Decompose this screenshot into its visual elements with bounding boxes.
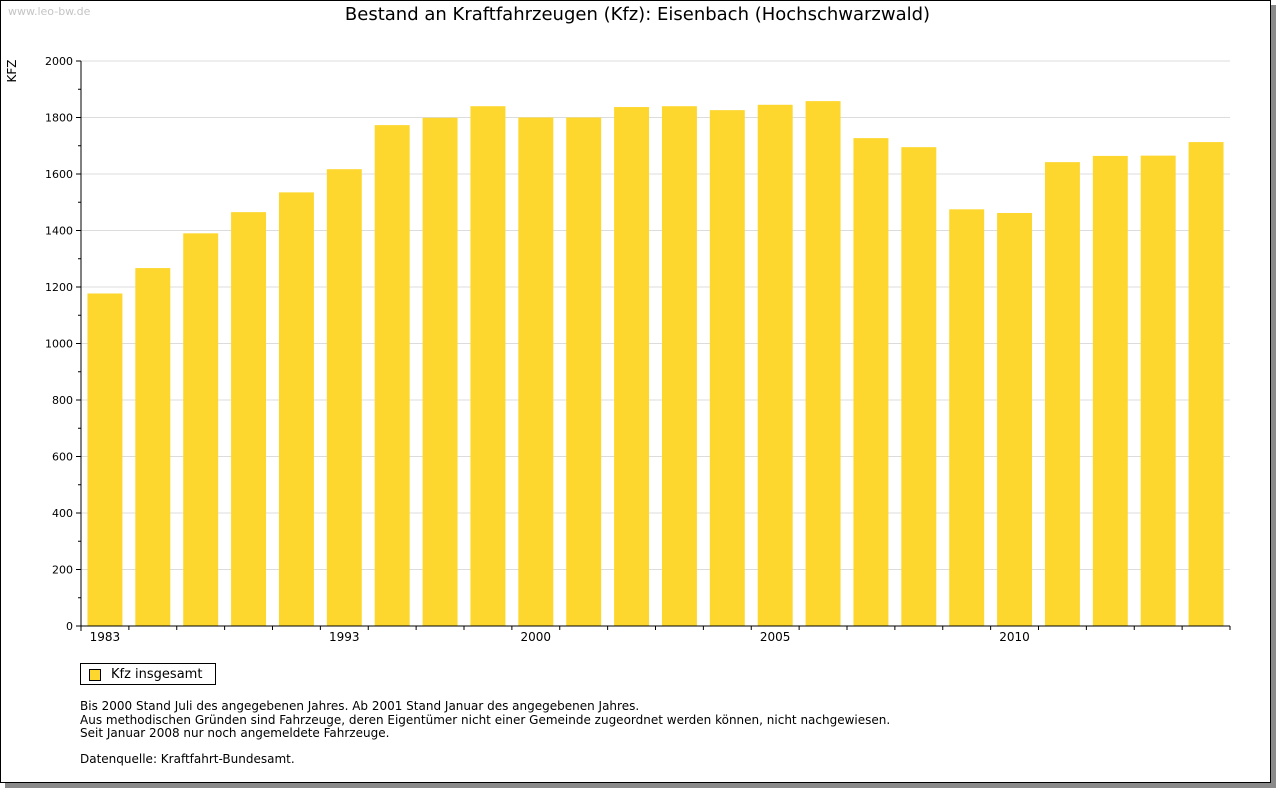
footnote: Aus methodischen Gründen sind Fahrzeuge,… — [80, 712, 891, 727]
x-tick-label: 2000 — [521, 630, 552, 644]
bar — [470, 106, 506, 626]
footnote: Bis 2000 Stand Juli des angegebenen Jahr… — [80, 699, 640, 713]
bar — [661, 106, 697, 626]
bar — [614, 107, 650, 627]
footnote: Seit Januar 2008 nur noch angemeldete Fa… — [80, 726, 390, 740]
legend-label: Kfz insgesamt — [111, 667, 203, 682]
bar — [901, 147, 937, 626]
legend-swatch — [89, 669, 101, 681]
y-tick-label: 600 — [52, 451, 73, 464]
bar — [757, 104, 793, 627]
y-tick-label: 1800 — [45, 112, 73, 125]
bar — [135, 268, 171, 626]
bar-chart: 0 200 400 600 800 1000 1200 1400 1600 1800 2000 KFZ… — [5, 55, 1231, 644]
bar — [709, 110, 745, 626]
chart-title: Bestand an Kraftfahrzeugen (Kfz): Eisenb… — [344, 4, 931, 25]
bar — [1092, 155, 1128, 627]
bar — [853, 138, 889, 626]
y-tick-label: 2000 — [45, 55, 73, 68]
bar — [231, 212, 267, 626]
bar — [997, 212, 1033, 627]
y-tick-label: 1200 — [45, 281, 73, 294]
y-tick-label: 800 — [52, 394, 73, 407]
y-tick-label: 400 — [52, 507, 73, 520]
bar — [518, 117, 554, 626]
y-tick-label: 1400 — [45, 225, 73, 238]
legend: Kfz insgesamt — [80, 663, 216, 685]
bar — [1188, 142, 1224, 626]
y-tick-label: 200 — [52, 564, 73, 577]
y-tick-label: 1600 — [45, 168, 73, 181]
data-source: Datenquelle: Kraftfahrt-Bundesamt. — [80, 752, 295, 766]
bar — [87, 293, 123, 626]
bar — [1140, 155, 1176, 626]
bar — [949, 209, 985, 626]
bar — [183, 233, 219, 626]
bar — [566, 117, 602, 626]
x-tick-label: 1993 — [329, 630, 360, 644]
watermark: www.leo-bw.de — [8, 5, 91, 18]
bar — [326, 169, 362, 626]
bar — [805, 101, 841, 627]
x-tick-label: 2005 — [760, 630, 791, 644]
x-tick-label: 1983 — [90, 630, 121, 644]
bar — [422, 117, 458, 626]
y-tick-label: 1000 — [45, 338, 73, 351]
bar — [278, 192, 314, 627]
bar — [374, 125, 410, 626]
bar — [1044, 162, 1080, 626]
x-tick-label: 2010 — [999, 630, 1030, 644]
footnotes: Bis 2000 Stand Juli des angegebenen Jahr… — [80, 699, 891, 741]
y-axis-label: KFZ — [5, 60, 19, 83]
y-tick-label: 0 — [66, 620, 73, 633]
